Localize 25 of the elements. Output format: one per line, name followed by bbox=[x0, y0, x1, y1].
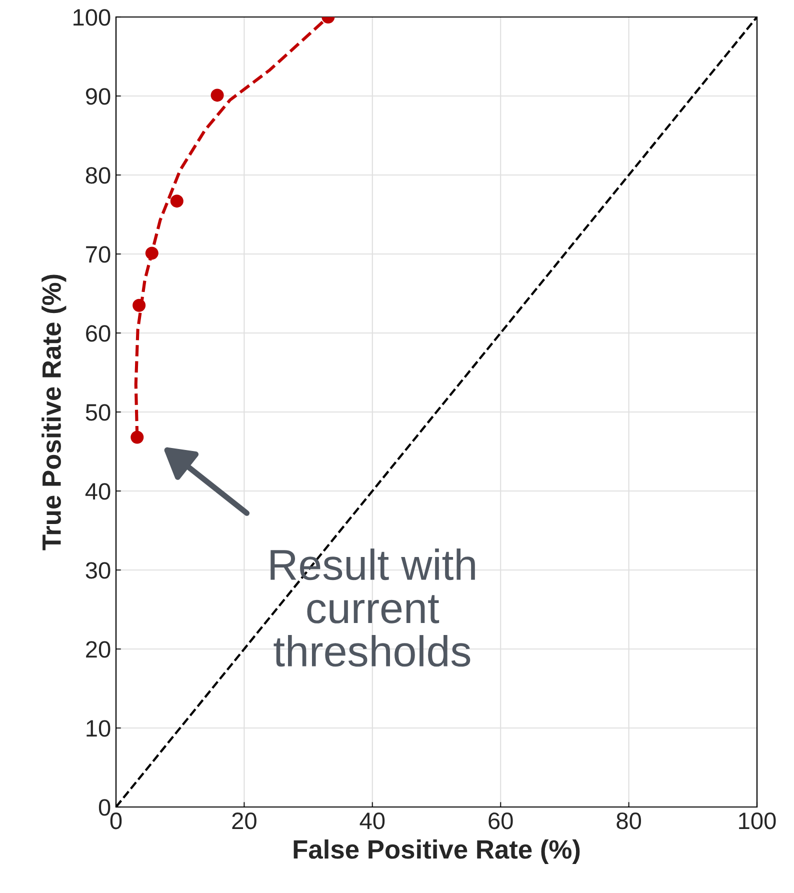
y-tick-label: 80 bbox=[86, 167, 110, 184]
y-tick-label: 60 bbox=[86, 325, 110, 342]
point bbox=[210, 88, 224, 102]
y-tick-label: 70 bbox=[86, 246, 110, 263]
y-tick-label: 30 bbox=[86, 562, 110, 579]
y-tick-label: 20 bbox=[86, 641, 110, 658]
point bbox=[145, 246, 158, 260]
y-tick-label: 50 bbox=[86, 404, 110, 421]
x-tick-label: 20 bbox=[232, 812, 256, 830]
x-axis-title: False Positive Rate (%) bbox=[294, 839, 580, 864]
y-tick-label: 0 bbox=[98, 799, 110, 816]
annotation: Result with current thresholds bbox=[270, 548, 475, 667]
x-tick-label: 100 bbox=[739, 812, 776, 830]
point bbox=[130, 430, 144, 444]
y-axis-title: True Positive Rate (%) bbox=[42, 274, 66, 550]
y-tick-label: 40 bbox=[85, 483, 110, 500]
x-tick-label: 40 bbox=[360, 812, 385, 830]
x-tick-label: 0 bbox=[110, 812, 122, 830]
point bbox=[170, 194, 184, 208]
y-tick-label: 10 bbox=[86, 720, 110, 737]
y-tick-label: 100 bbox=[74, 9, 110, 26]
point bbox=[132, 298, 146, 312]
x-tick-label: 80 bbox=[616, 812, 642, 830]
x-tick-label: 60 bbox=[488, 812, 513, 830]
y-tick-label: 90 bbox=[86, 88, 110, 105]
